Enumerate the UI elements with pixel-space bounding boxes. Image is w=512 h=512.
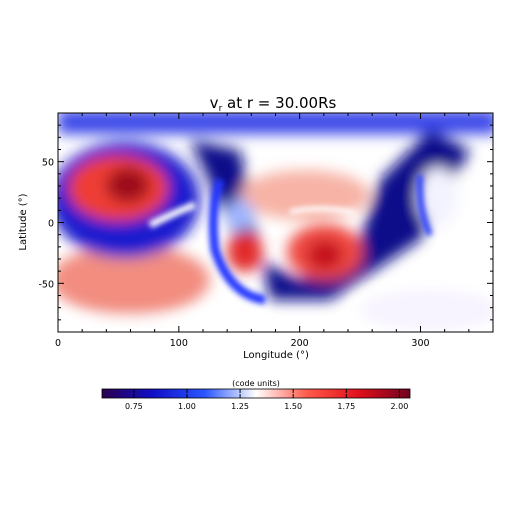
x-tick-label: 0 [55, 338, 61, 349]
heatmap-fine-features [148, 174, 433, 305]
heatmap-field [58, 113, 493, 332]
title-prefix: v [210, 94, 219, 112]
axis-ticks: 0 100 200 300 -50 0 50 [38, 113, 494, 349]
x-tick-label: 200 [291, 338, 309, 349]
x-tick-label: 300 [411, 338, 429, 349]
title-subscript: r [219, 104, 223, 114]
x-axis-label: Longitude (°) [243, 350, 309, 361]
y-tick-label: -50 [38, 279, 54, 290]
x-tick-label: 100 [170, 338, 188, 349]
colorbar-tick-label: 1.25 [231, 402, 249, 411]
y-tick-label: 50 [42, 158, 54, 169]
y-axis-label: Latitude (°) [18, 193, 29, 250]
colorbar-tick-label: 1.75 [337, 402, 355, 411]
colorbar-label: (code units) [232, 379, 280, 388]
colorbar-tick-label: 0.75 [125, 402, 143, 411]
colorbar-tick-label: 1.50 [284, 402, 302, 411]
colorbar-ticks: 0.75 1.00 1.25 1.50 1.75 2.00 [125, 389, 408, 411]
chart-title: vr at r = 30.00Rs [210, 94, 337, 114]
y-tick-label: 0 [48, 219, 54, 230]
title-suffix: at r = 30.00Rs [222, 94, 336, 112]
colorbar-tick-label: 2.00 [390, 402, 408, 411]
colorbar [101, 388, 411, 399]
colorbar-tick-label: 1.00 [178, 402, 196, 411]
